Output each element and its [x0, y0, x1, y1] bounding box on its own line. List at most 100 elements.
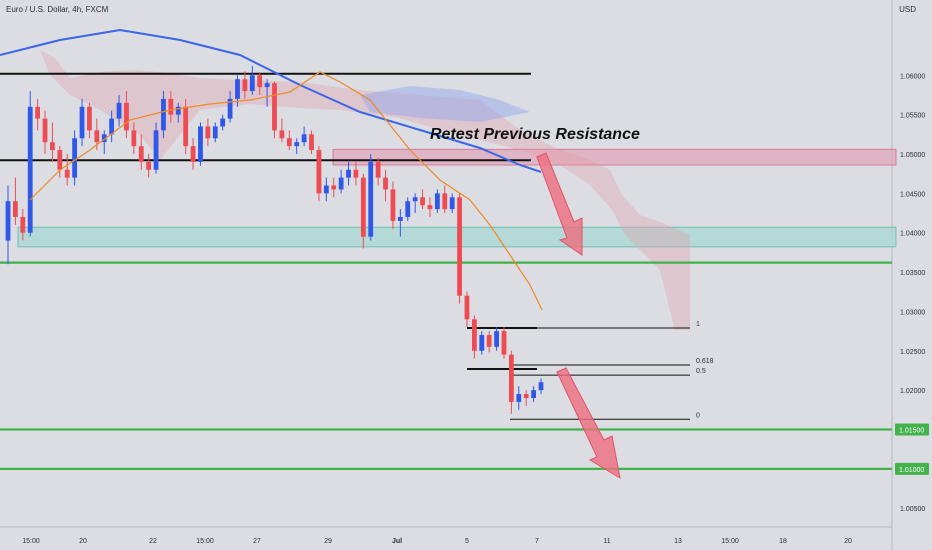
- fib-label-0: 1: [696, 321, 700, 328]
- candle-body-66: [494, 331, 499, 347]
- fib-label-2: 0.5: [696, 368, 706, 375]
- candle-body-29: [220, 118, 226, 127]
- arrow-retest-down: [536, 152, 583, 256]
- candle-body-25: [190, 146, 196, 162]
- candle-body-55: [412, 197, 418, 202]
- x-tick-10: 13: [674, 538, 682, 545]
- x-tick-8: 7: [535, 538, 539, 545]
- ema-fast-line: [29, 71, 543, 311]
- candle-body-0: [5, 201, 11, 241]
- x-tick-4: 27: [253, 538, 261, 545]
- x-tick-2: 22: [149, 538, 157, 545]
- candle-body-58: [434, 193, 440, 210]
- candle-body-31: [235, 79, 240, 99]
- x-tick-12: 18: [779, 538, 787, 545]
- candle-body-67: [501, 331, 507, 355]
- candle-body-69: [516, 394, 522, 402]
- candle-body-57: [427, 205, 433, 210]
- candle-body-20: [153, 130, 159, 170]
- candle-body-60: [449, 197, 455, 210]
- candle-body-11: [87, 106, 92, 131]
- y-tick-2: 1.05000: [900, 152, 925, 159]
- candle-body-46: [346, 169, 351, 178]
- price-tag-bg-0: [895, 423, 929, 436]
- candle-body-33: [249, 75, 255, 92]
- candle-body-61: [457, 197, 462, 296]
- candle-body-65: [486, 335, 492, 347]
- y-tick-4: 1.04000: [900, 231, 925, 238]
- candle-body-17: [131, 130, 137, 147]
- y-tick-0: 1.06000: [900, 73, 925, 80]
- fib-label-1: 0.618: [696, 358, 714, 365]
- candle-body-51: [383, 177, 388, 190]
- price-tag-1: 1.01000: [899, 467, 924, 474]
- candle-body-16: [124, 102, 129, 131]
- candle-body-15: [116, 102, 122, 119]
- candle-body-22: [168, 98, 174, 115]
- candle-body-49: [368, 161, 374, 237]
- y-tick-7: 1.02500: [900, 349, 925, 356]
- y-tick-5: 1.03500: [900, 270, 925, 277]
- x-tick-3: 15:00: [196, 538, 214, 545]
- candle-body-40: [301, 134, 307, 143]
- candle-body-70: [523, 394, 529, 398]
- candle-body-4: [35, 106, 41, 119]
- candle-body-9: [72, 138, 78, 178]
- candle-body-72: [538, 382, 544, 391]
- candle-body-34: [257, 75, 263, 88]
- candle-body-44: [331, 185, 337, 190]
- candle-body-37: [279, 130, 285, 139]
- ichimoku-cloud: [40, 50, 690, 330]
- x-tick-11: 15:00: [721, 538, 739, 545]
- candle-body-2: [20, 216, 26, 233]
- y-tick-1: 1.05500: [900, 113, 925, 120]
- candle-body-45: [338, 177, 344, 190]
- candle-body-3: [27, 106, 33, 233]
- currency-label: USD: [899, 5, 916, 14]
- cloud-blue-section: [360, 86, 530, 122]
- candle-body-12: [94, 130, 100, 143]
- candle-body-48: [360, 177, 366, 237]
- candle-body-41: [309, 134, 314, 151]
- candle-body-63: [471, 319, 477, 351]
- candle-body-8: [64, 169, 70, 178]
- x-tick-13: 20: [844, 538, 852, 545]
- zone-1: [17, 226, 897, 248]
- candle-body-59: [442, 193, 448, 210]
- candle-body-14: [109, 118, 115, 135]
- y-tick-8: 1.02000: [900, 388, 925, 395]
- x-tick-6: Jul: [392, 538, 402, 545]
- candle-body-47: [353, 169, 359, 178]
- candle-body-18: [138, 146, 144, 162]
- candle-body-71: [531, 390, 536, 398]
- candle-body-54: [405, 201, 411, 217]
- candle-body-52: [390, 189, 396, 221]
- x-tick-7: 5: [465, 538, 469, 545]
- candle-body-7: [57, 150, 63, 170]
- candle-body-64: [479, 335, 485, 351]
- y-tick-6: 1.03000: [900, 309, 925, 316]
- candle-body-19: [146, 161, 152, 170]
- x-tick-0: 15:00: [22, 538, 40, 545]
- candle-body-13: [101, 134, 107, 143]
- candle-body-5: [42, 118, 48, 143]
- fib-label-3: 0: [696, 412, 700, 419]
- candle-body-62: [464, 295, 470, 320]
- chart-title: Euro / U.S. Dollar, 4h, FXCM: [6, 5, 109, 14]
- candle-body-24: [183, 106, 189, 147]
- x-tick-9: 11: [603, 538, 610, 545]
- candle-body-43: [323, 185, 329, 194]
- candle-body-35: [264, 83, 270, 88]
- y-tick-11: 1.00500: [900, 506, 925, 513]
- candle-body-26: [198, 126, 203, 162]
- candle-body-1: [13, 201, 18, 217]
- candle-body-39: [294, 142, 300, 147]
- candle-body-30: [227, 98, 233, 119]
- x-tick-1: 20: [79, 538, 87, 545]
- y-tick-3: 1.04500: [900, 191, 925, 198]
- price-tag-bg-1: [895, 462, 929, 475]
- candle-body-21: [161, 98, 166, 131]
- candle-body-23: [175, 106, 181, 115]
- annotation-text: Retest Previous Resistance: [430, 126, 640, 143]
